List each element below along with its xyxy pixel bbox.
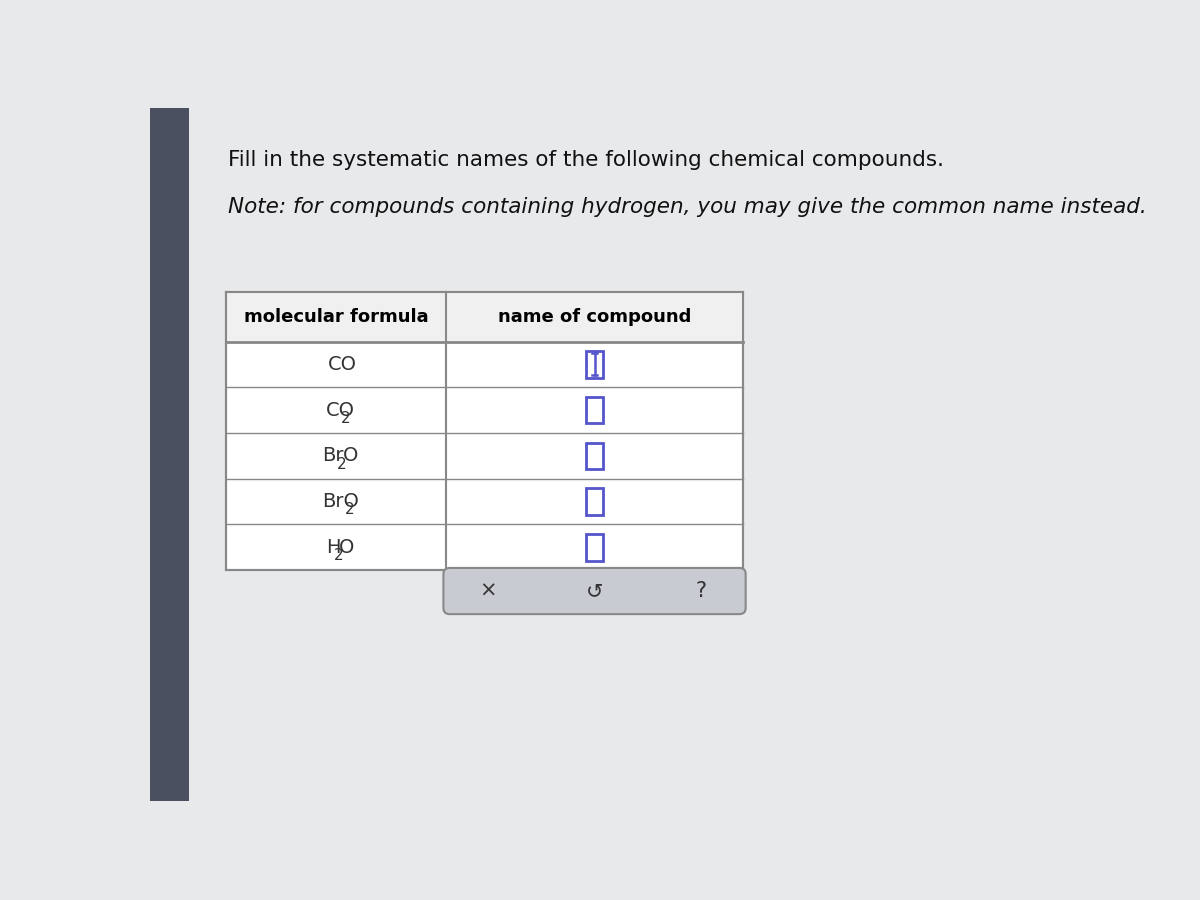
Text: Br: Br xyxy=(322,446,343,465)
Text: 2: 2 xyxy=(346,502,355,518)
Text: ×: × xyxy=(480,581,497,601)
FancyBboxPatch shape xyxy=(444,568,745,614)
Bar xyxy=(586,443,604,469)
Text: molecular formula: molecular formula xyxy=(244,308,428,326)
Text: H: H xyxy=(325,538,341,557)
Text: Fill in the systematic names of the following chemical compounds.: Fill in the systematic names of the foll… xyxy=(228,150,944,170)
Text: CO: CO xyxy=(329,355,358,374)
Text: BrO: BrO xyxy=(322,492,359,511)
Bar xyxy=(227,292,743,571)
Text: O: O xyxy=(342,446,358,465)
Bar xyxy=(586,534,604,561)
Text: CO: CO xyxy=(325,400,355,419)
Text: ↺: ↺ xyxy=(586,581,604,601)
Bar xyxy=(586,351,604,378)
Text: 2: 2 xyxy=(341,411,350,426)
Text: 2: 2 xyxy=(334,548,343,563)
Text: name of compound: name of compound xyxy=(498,308,691,326)
Bar xyxy=(227,292,743,341)
Text: 2: 2 xyxy=(337,456,347,472)
Bar xyxy=(586,489,604,515)
Text: ?: ? xyxy=(695,581,707,601)
Bar xyxy=(150,108,190,801)
Bar xyxy=(586,397,604,423)
Text: Note: for compounds containing hydrogen, you may give the common name instead.: Note: for compounds containing hydrogen,… xyxy=(228,196,1146,217)
Text: O: O xyxy=(338,538,354,557)
